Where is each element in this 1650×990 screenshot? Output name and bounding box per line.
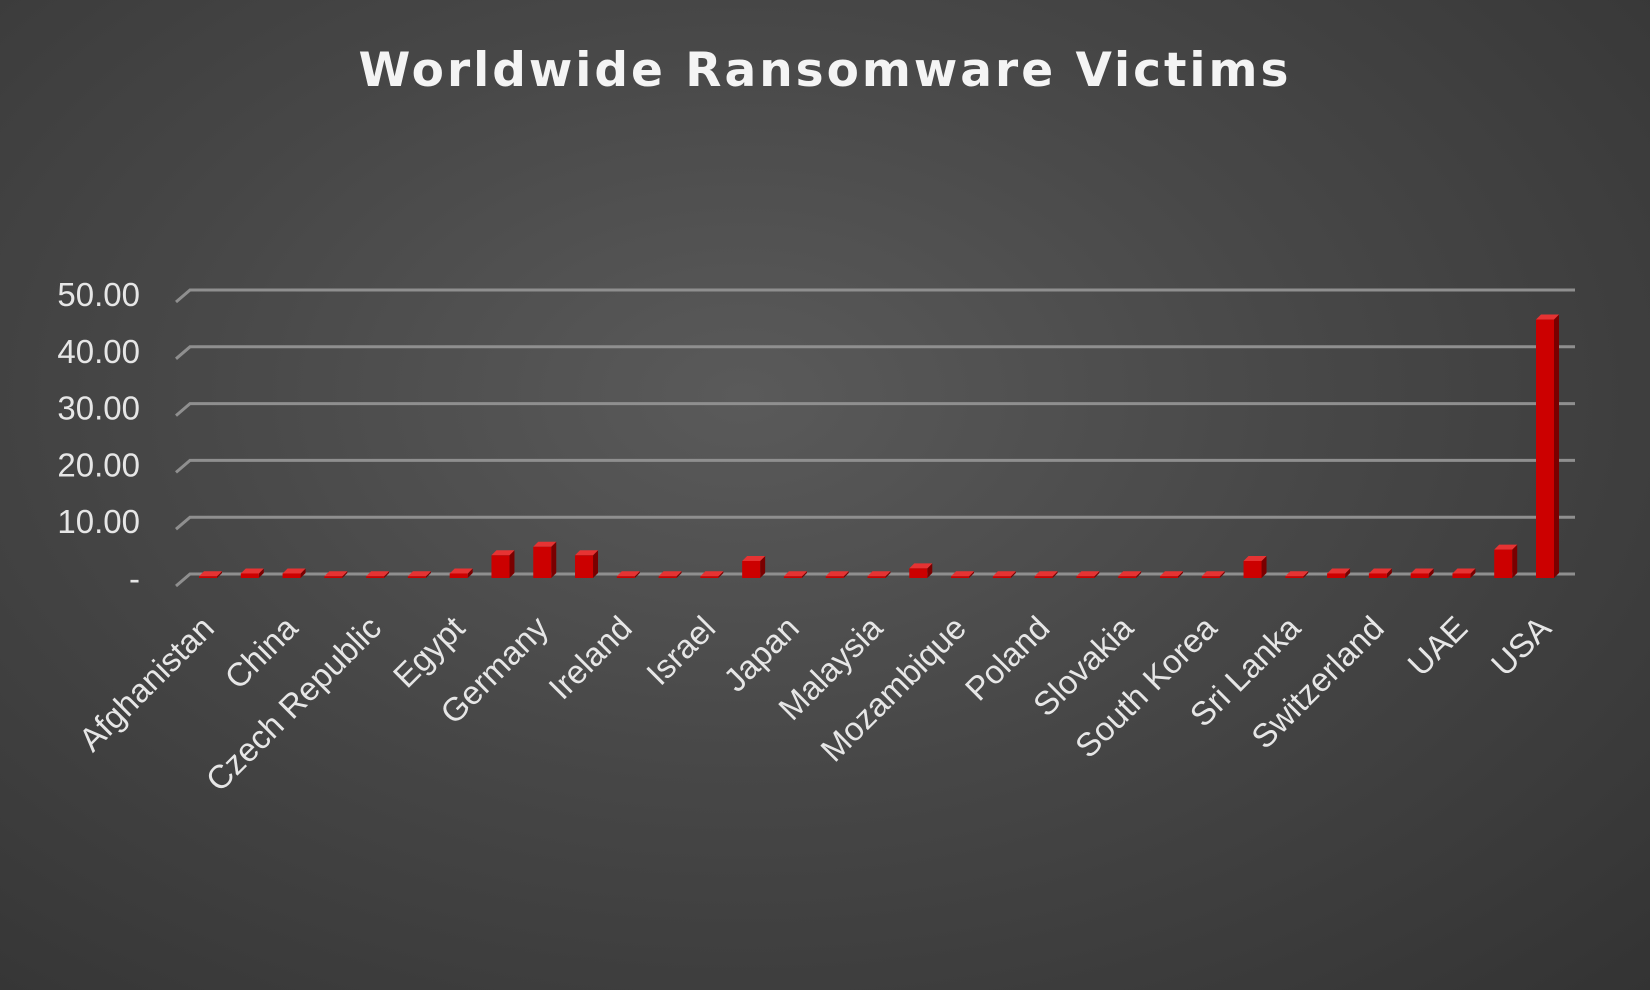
bars [199, 314, 1559, 578]
gridline [175, 402, 1575, 417]
bar [1159, 571, 1183, 578]
gridline [175, 572, 1575, 588]
x-category-label: Mozambique [813, 609, 973, 769]
bar [1536, 314, 1559, 578]
bar [616, 571, 640, 578]
bar [658, 571, 682, 578]
bar [992, 571, 1016, 578]
bar [1368, 568, 1392, 578]
y-tick-label: 20.00 [57, 446, 140, 483]
x-category-label: UAE [1400, 609, 1474, 683]
y-tick-label: 30.00 [57, 390, 140, 427]
y-tick-label: 40.00 [57, 333, 140, 370]
bar [1034, 571, 1058, 578]
y-tick-label: 10.00 [57, 503, 140, 540]
x-category-label: USA [1484, 609, 1558, 683]
bar [575, 550, 599, 578]
gridlines [175, 288, 1575, 588]
gridline [175, 515, 1575, 531]
bar [1076, 571, 1100, 578]
bar [491, 550, 515, 578]
bar [1410, 568, 1434, 578]
bar [1118, 571, 1142, 578]
y-axis-ticks: - 10.00 20.00 30.00 40.00 50.00 [57, 276, 140, 597]
bar [366, 571, 390, 578]
chart-title: Worldwide Ransomware Victims [358, 43, 1291, 98]
bar [533, 541, 557, 578]
gridline [175, 458, 1575, 474]
bar [282, 568, 306, 578]
bar [1452, 568, 1476, 578]
x-category-label: Israel [639, 609, 722, 692]
bar [1327, 568, 1351, 578]
bar [951, 571, 975, 578]
x-category-label: Ireland [541, 609, 639, 707]
bar [407, 571, 431, 578]
bar [240, 568, 264, 578]
bar [324, 571, 348, 578]
x-category-label: Afghanistan [72, 609, 221, 758]
bar [867, 571, 891, 578]
bar [783, 571, 807, 578]
bar [1285, 571, 1309, 578]
bar [199, 571, 222, 578]
bar [449, 568, 473, 578]
y-tick-label: - [129, 560, 140, 597]
bar [742, 555, 766, 578]
bar [700, 571, 724, 578]
bar [1243, 555, 1267, 578]
bar [909, 563, 933, 578]
gridline [175, 345, 1575, 360]
bar [1494, 544, 1518, 578]
bar [825, 571, 849, 578]
y-tick-label: 50.00 [57, 276, 140, 313]
bar [1201, 571, 1225, 578]
gridline [175, 288, 1575, 304]
